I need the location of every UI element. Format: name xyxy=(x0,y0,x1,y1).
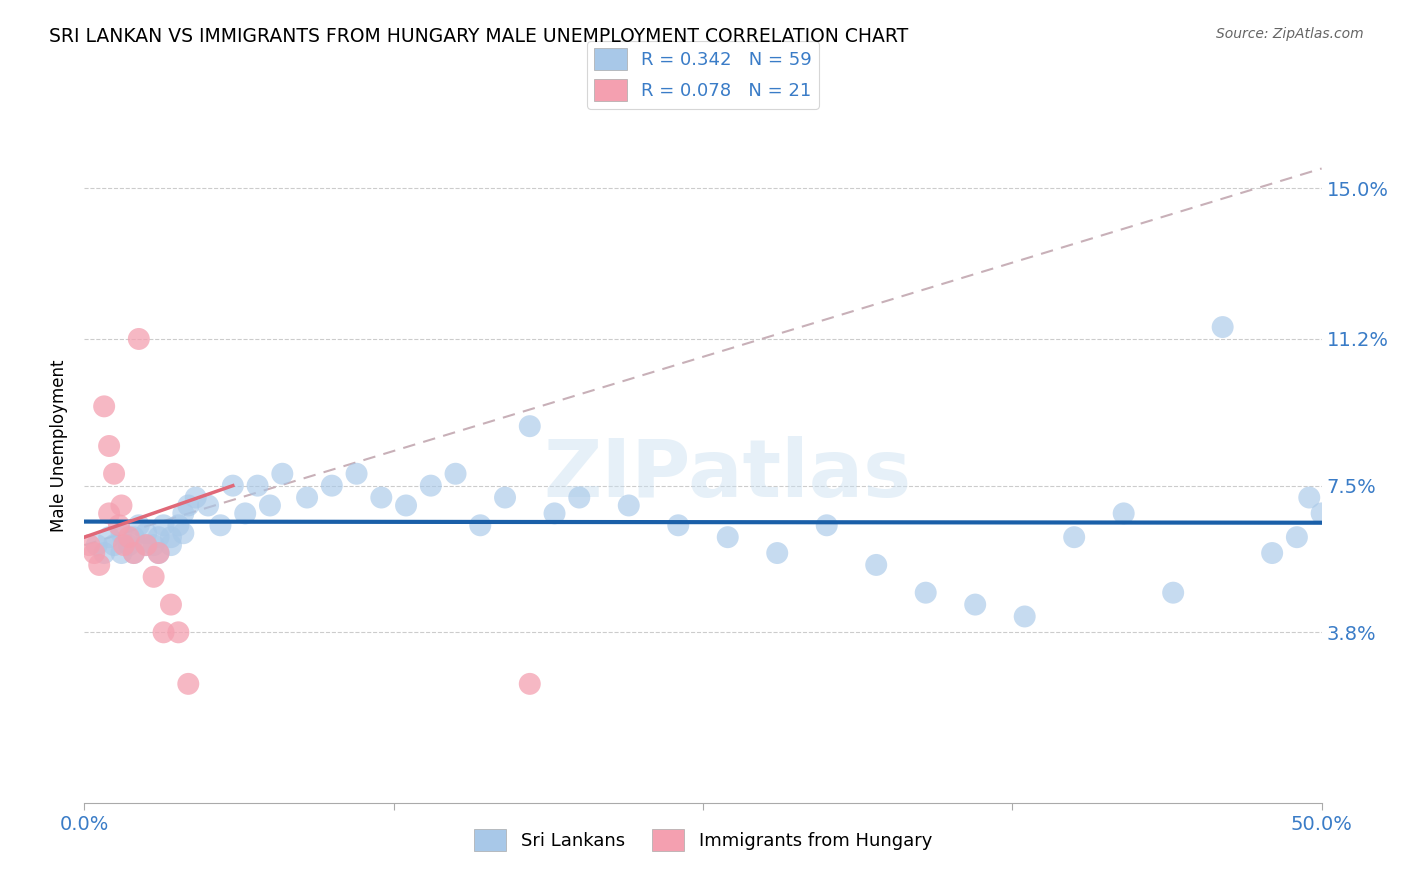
Point xyxy=(98,439,121,453)
Point xyxy=(103,538,125,552)
Point xyxy=(172,507,194,521)
Point xyxy=(142,538,165,552)
Point xyxy=(1212,320,1234,334)
Point xyxy=(110,526,132,541)
Point xyxy=(419,478,441,492)
Point xyxy=(914,585,936,599)
Point xyxy=(233,507,256,521)
Point xyxy=(142,570,165,584)
Point xyxy=(815,518,838,533)
Point xyxy=(222,478,245,492)
Point xyxy=(112,538,135,552)
Point xyxy=(246,478,269,492)
Point xyxy=(295,491,318,505)
Point xyxy=(118,530,141,544)
Point xyxy=(98,530,121,544)
Point xyxy=(110,546,132,560)
Point xyxy=(1014,609,1036,624)
Point xyxy=(160,530,183,544)
Point xyxy=(93,400,115,414)
Point xyxy=(184,491,207,505)
Point xyxy=(470,518,492,533)
Point xyxy=(108,518,131,533)
Text: ZIPatlas: ZIPatlas xyxy=(544,435,912,514)
Point xyxy=(395,499,418,513)
Point xyxy=(148,546,170,560)
Point xyxy=(135,538,157,552)
Point xyxy=(86,538,108,552)
Point xyxy=(148,546,170,560)
Point xyxy=(135,538,157,552)
Text: SRI LANKAN VS IMMIGRANTS FROM HUNGARY MALE UNEMPLOYMENT CORRELATION CHART: SRI LANKAN VS IMMIGRANTS FROM HUNGARY MA… xyxy=(49,27,908,45)
Point xyxy=(177,677,200,691)
Point xyxy=(666,518,689,533)
Point xyxy=(1063,530,1085,544)
Point xyxy=(152,518,174,533)
Point xyxy=(271,467,294,481)
Point xyxy=(172,526,194,541)
Point xyxy=(177,499,200,513)
Point xyxy=(79,538,101,552)
Y-axis label: Male Unemployment: Male Unemployment xyxy=(51,359,69,533)
Point xyxy=(122,530,145,544)
Point xyxy=(209,518,232,533)
Point xyxy=(519,419,541,434)
Point xyxy=(148,530,170,544)
Point xyxy=(346,467,368,481)
Point xyxy=(519,677,541,691)
Point xyxy=(617,499,640,513)
Legend: Sri Lankans, Immigrants from Hungary: Sri Lankans, Immigrants from Hungary xyxy=(467,822,939,858)
Point xyxy=(160,538,183,552)
Point xyxy=(321,478,343,492)
Point xyxy=(494,491,516,505)
Point xyxy=(1310,507,1333,521)
Point xyxy=(1161,585,1184,599)
Point xyxy=(568,491,591,505)
Point xyxy=(197,499,219,513)
Point xyxy=(259,499,281,513)
Point xyxy=(1298,491,1320,505)
Point xyxy=(122,546,145,560)
Point xyxy=(965,598,987,612)
Point xyxy=(118,538,141,552)
Point xyxy=(370,491,392,505)
Point xyxy=(167,518,190,533)
Point xyxy=(135,526,157,541)
Point xyxy=(128,332,150,346)
Point xyxy=(89,558,111,572)
Point xyxy=(1261,546,1284,560)
Point xyxy=(865,558,887,572)
Point xyxy=(766,546,789,560)
Point xyxy=(152,625,174,640)
Point xyxy=(128,518,150,533)
Point xyxy=(110,499,132,513)
Point xyxy=(103,467,125,481)
Point xyxy=(93,546,115,560)
Point xyxy=(543,507,565,521)
Point xyxy=(98,507,121,521)
Point xyxy=(83,546,105,560)
Point xyxy=(444,467,467,481)
Point xyxy=(717,530,740,544)
Point xyxy=(160,598,183,612)
Text: Source: ZipAtlas.com: Source: ZipAtlas.com xyxy=(1216,27,1364,41)
Point xyxy=(1285,530,1308,544)
Point xyxy=(167,625,190,640)
Point xyxy=(122,546,145,560)
Point xyxy=(1112,507,1135,521)
